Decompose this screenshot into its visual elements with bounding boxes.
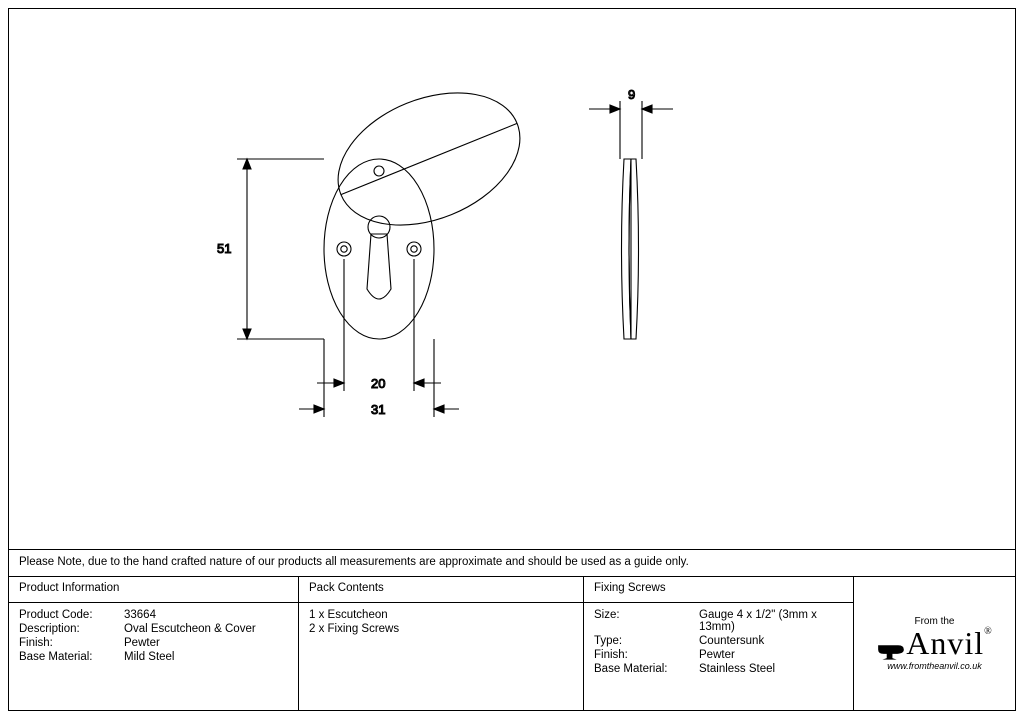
col-logo: From the Anvil® www.fromtheanvil.co.uk (854, 577, 1015, 710)
pack-value-0: 1 x Escutcheon (309, 609, 388, 621)
col-product: Product Information Product Code:33664 D… (9, 577, 299, 710)
screw-label-3: Base Material: (594, 663, 699, 675)
screw-hole-left (337, 242, 351, 256)
outer-frame: 51 20 (8, 8, 1016, 711)
dim-screw-value: 20 (371, 376, 385, 391)
screw-value-3: Stainless Steel (699, 663, 843, 675)
screw-label-1: Type: (594, 635, 699, 647)
col-product-body: Product Code:33664 Description:Oval Escu… (9, 603, 298, 710)
prod-label-1: Description: (19, 623, 124, 635)
side-view (622, 159, 639, 339)
dim-height (237, 159, 324, 339)
col-screws: Fixing Screws Size:Gauge 4 x 1/2" (3mm x… (584, 577, 854, 710)
dim-thickness (589, 101, 673, 159)
note-text: Please Note, due to the hand crafted nat… (19, 556, 689, 568)
logo-main-text: Anvil (906, 625, 984, 661)
note-bar: Please Note, due to the hand crafted nat… (9, 549, 1015, 577)
screw-hole-right-inner (411, 246, 417, 252)
cover-oval (318, 68, 539, 250)
anvil-icon (876, 641, 906, 661)
col-pack: Pack Contents 1 x Escutcheon 2 x Fixing … (299, 577, 584, 710)
pack-value-1: 2 x Fixing Screws (309, 623, 399, 635)
screw-value-0: Gauge 4 x 1/2" (3mm x 13mm) (699, 609, 843, 633)
dim-screw-centres (317, 259, 441, 391)
prod-label-3: Base Material: (19, 651, 124, 663)
screw-hole-right (407, 242, 421, 256)
screw-hole-left-inner (341, 246, 347, 252)
logo-main: Anvil® (876, 627, 993, 661)
screw-value-1: Countersunk (699, 635, 843, 647)
dim-height-value: 51 (217, 241, 231, 256)
col-screws-body: Size:Gauge 4 x 1/2" (3mm x 13mm) Type:Co… (584, 603, 853, 710)
screw-label-2: Finish: (594, 649, 699, 661)
dim-width-value: 31 (371, 402, 385, 417)
dim-thickness-value: 9 (628, 87, 635, 102)
keyhole (367, 216, 391, 299)
pivot-pin (374, 166, 384, 176)
col-product-header: Product Information (9, 577, 298, 603)
prod-value-3: Mild Steel (124, 651, 288, 663)
technical-drawing: 51 20 (9, 9, 1015, 549)
screw-label-0: Size: (594, 609, 699, 633)
prod-label-2: Finish: (19, 637, 124, 649)
col-pack-body: 1 x Escutcheon 2 x Fixing Screws (299, 603, 583, 710)
screw-value-2: Pewter (699, 649, 843, 661)
logo-url: www.fromtheanvil.co.uk (887, 661, 982, 671)
info-table: Product Information Product Code:33664 D… (9, 577, 1015, 710)
col-screws-header: Fixing Screws (584, 577, 853, 603)
prod-label-0: Product Code: (19, 609, 124, 621)
logo-reg-mark: ® (984, 626, 993, 637)
logo-box: From the Anvil® www.fromtheanvil.co.uk (854, 577, 1015, 710)
drawing-svg: 51 20 (9, 9, 1015, 549)
prod-value-0: 33664 (124, 609, 288, 621)
prod-value-1: Oval Escutcheon & Cover (124, 623, 288, 635)
col-pack-header: Pack Contents (299, 577, 583, 603)
prod-value-2: Pewter (124, 637, 288, 649)
